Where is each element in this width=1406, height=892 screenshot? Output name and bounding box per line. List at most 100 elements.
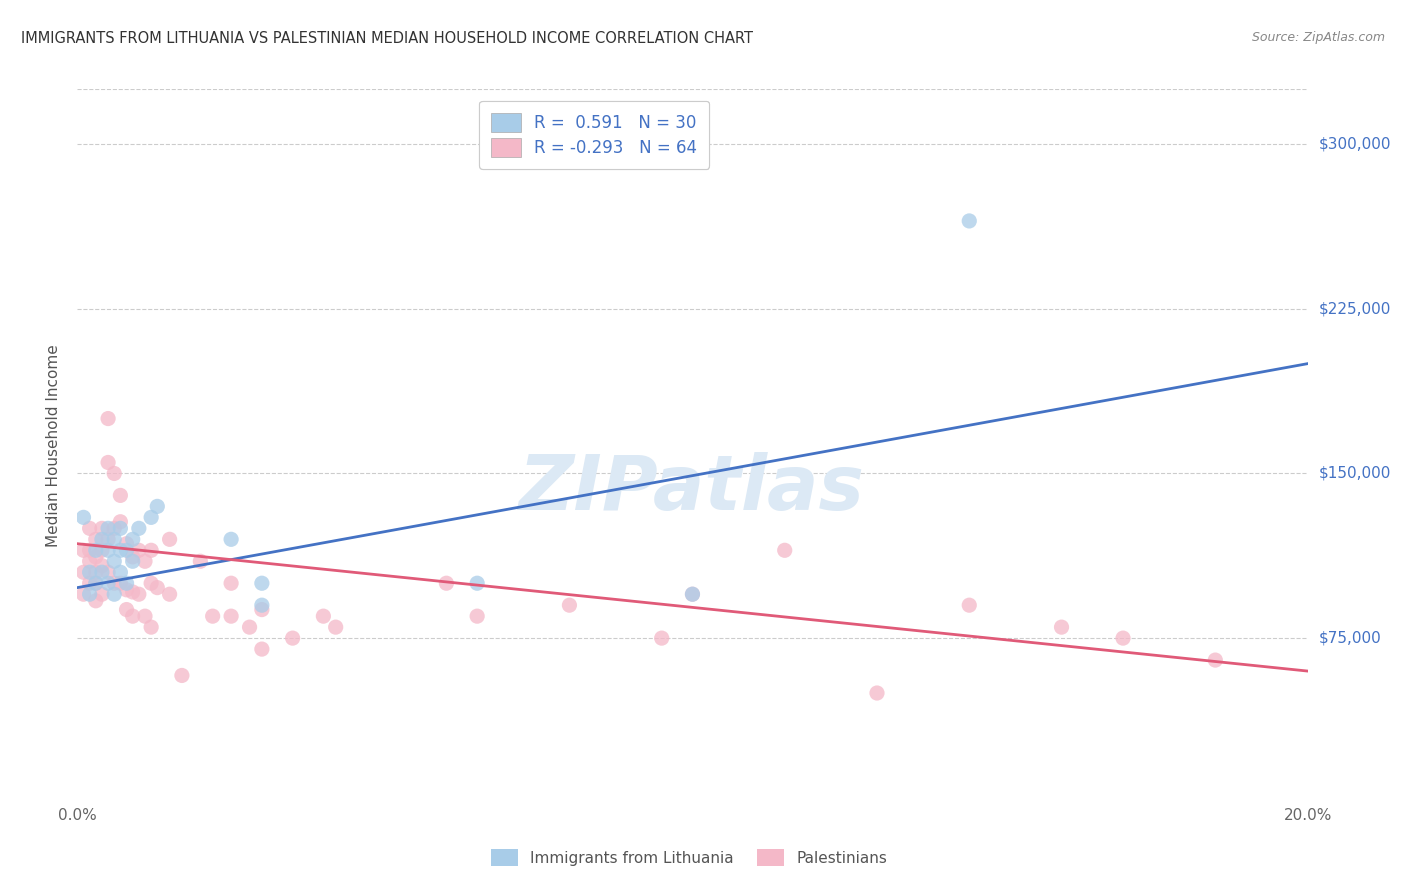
Point xyxy=(121,585,143,599)
Point xyxy=(219,533,242,547)
Point xyxy=(97,533,120,547)
Point xyxy=(134,609,156,624)
Point xyxy=(110,566,132,580)
Point xyxy=(97,576,120,591)
Point xyxy=(957,214,980,228)
Point xyxy=(651,631,673,645)
Point xyxy=(465,576,488,591)
Point xyxy=(79,521,101,535)
Point xyxy=(250,602,273,616)
Point xyxy=(103,467,125,481)
Legend: R =  0.591   N = 30, R = -0.293   N = 64: R = 0.591 N = 30, R = -0.293 N = 64 xyxy=(479,101,709,169)
Point xyxy=(219,609,242,624)
Point xyxy=(281,631,304,645)
Point xyxy=(79,543,101,558)
Point xyxy=(128,543,150,558)
Point xyxy=(110,515,132,529)
Point xyxy=(121,533,143,547)
Point xyxy=(103,554,125,568)
Point xyxy=(110,521,132,535)
Point xyxy=(239,620,262,634)
Point xyxy=(141,510,163,524)
Point xyxy=(84,566,107,580)
Point xyxy=(79,576,101,591)
Point xyxy=(170,668,193,682)
Text: $150,000: $150,000 xyxy=(1319,466,1391,481)
Point xyxy=(97,521,120,535)
Point xyxy=(121,549,143,564)
Point xyxy=(103,587,125,601)
Point xyxy=(90,566,114,580)
Point xyxy=(84,533,107,547)
Point xyxy=(128,521,150,535)
Point xyxy=(84,543,107,558)
Point xyxy=(84,576,107,591)
Point xyxy=(1112,631,1135,645)
Point xyxy=(1050,620,1073,634)
Point xyxy=(141,576,163,591)
Point xyxy=(325,620,347,634)
Text: $75,000: $75,000 xyxy=(1319,631,1382,646)
Legend: Immigrants from Lithuania, Palestinians: Immigrants from Lithuania, Palestinians xyxy=(481,839,897,875)
Point xyxy=(103,521,125,535)
Point xyxy=(115,543,138,558)
Point xyxy=(250,598,273,612)
Point xyxy=(79,566,101,580)
Text: ZIPatlas: ZIPatlas xyxy=(519,452,866,525)
Point xyxy=(103,533,125,547)
Point xyxy=(219,576,242,591)
Point xyxy=(103,576,125,591)
Point xyxy=(141,620,163,634)
Point xyxy=(72,510,94,524)
Point xyxy=(90,521,114,535)
Point xyxy=(115,582,138,597)
Point xyxy=(128,587,150,601)
Point xyxy=(146,581,169,595)
Point xyxy=(159,533,181,547)
Text: $300,000: $300,000 xyxy=(1319,136,1391,152)
Point xyxy=(90,587,114,601)
Point xyxy=(121,609,143,624)
Point xyxy=(97,455,120,469)
Point xyxy=(90,543,114,558)
Point xyxy=(72,543,94,558)
Point xyxy=(312,609,335,624)
Point xyxy=(84,594,107,608)
Point xyxy=(682,587,704,601)
Point xyxy=(436,576,458,591)
Point xyxy=(558,598,581,612)
Point xyxy=(250,642,273,657)
Point xyxy=(188,554,212,568)
Point xyxy=(773,543,796,558)
Point xyxy=(159,587,181,601)
Point xyxy=(465,609,488,624)
Point xyxy=(201,609,224,624)
Point xyxy=(146,500,169,514)
Text: Source: ZipAtlas.com: Source: ZipAtlas.com xyxy=(1251,31,1385,45)
Point xyxy=(72,587,94,601)
Point xyxy=(110,488,132,502)
Point xyxy=(97,411,120,425)
Point xyxy=(84,576,107,591)
Point xyxy=(141,543,163,558)
Y-axis label: Median Household Income: Median Household Income xyxy=(46,344,62,548)
Point xyxy=(79,554,101,568)
Point xyxy=(866,686,889,700)
Point xyxy=(115,602,138,616)
Point xyxy=(90,558,114,573)
Point xyxy=(1204,653,1226,667)
Point xyxy=(682,587,704,601)
Point xyxy=(72,566,94,580)
Point xyxy=(97,543,120,558)
Point xyxy=(90,533,114,547)
Point xyxy=(110,543,132,558)
Point xyxy=(97,566,120,580)
Text: IMMIGRANTS FROM LITHUANIA VS PALESTINIAN MEDIAN HOUSEHOLD INCOME CORRELATION CHA: IMMIGRANTS FROM LITHUANIA VS PALESTINIAN… xyxy=(21,31,754,46)
Point xyxy=(250,576,273,591)
Point xyxy=(134,554,156,568)
Point xyxy=(121,554,143,568)
Point xyxy=(957,598,980,612)
Point xyxy=(115,537,138,551)
Point xyxy=(84,549,107,564)
Point xyxy=(115,576,138,591)
